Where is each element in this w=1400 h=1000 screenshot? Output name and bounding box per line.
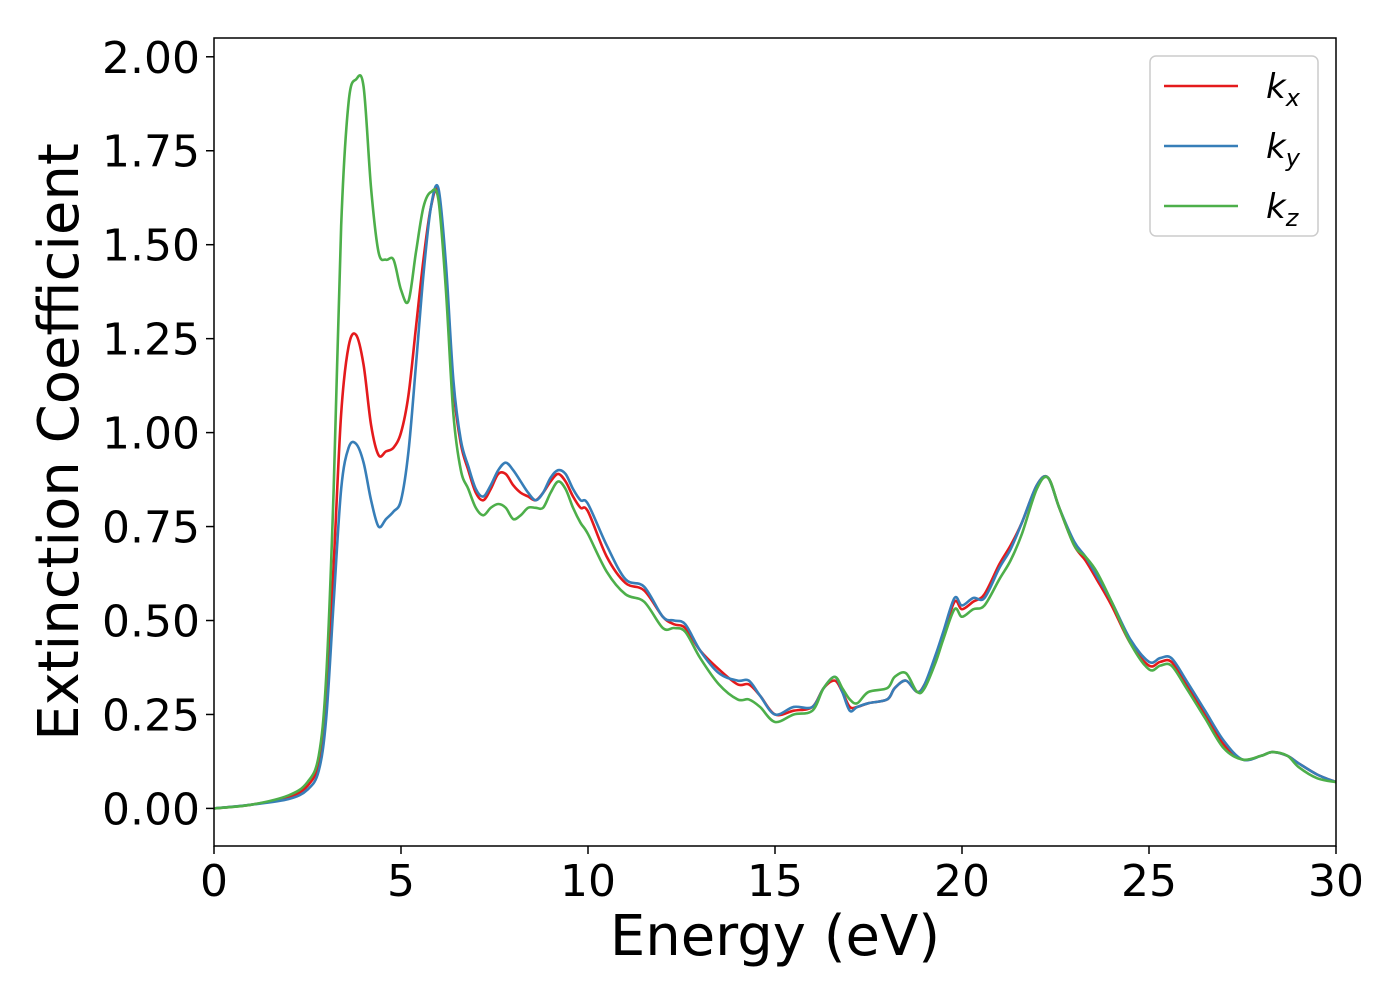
legend-label-subscript: z [1285,204,1300,232]
x-axis: 0 5 10 15 20 25 30 [200,846,1364,907]
x-tick-label: 30 [1308,856,1364,907]
legend-label-z: kz [1266,187,1300,232]
y-tick-label: 2.00 [102,33,200,84]
y-axis-label: Extinction Coefficient [27,143,92,741]
legend-label-x: kx [1266,67,1301,112]
legend-label-subscript: y [1285,144,1301,172]
y-tick-label: 0.00 [102,784,200,835]
y-tick-label: 0.50 [102,597,200,648]
y-tick-label: 0.75 [102,503,200,554]
series-layer [214,74,1336,810]
y-tick-label: 1.50 [102,221,200,272]
legend-label-base: k [1266,127,1287,167]
series-line-y [214,183,1336,810]
x-tick-label: 25 [1121,856,1177,907]
legend-label-base: k [1266,187,1287,227]
legend-label-y: ky [1266,127,1301,172]
x-tick-label: 15 [747,856,803,907]
y-tick-label: 1.00 [102,409,200,460]
x-axis-label: Energy (eV) [610,904,940,969]
y-tick-label: 1.25 [102,315,200,366]
x-tick-label: 5 [387,856,415,907]
x-tick-label: 20 [934,856,990,907]
series-line-z [214,74,1336,810]
y-tick-label: 0.25 [102,690,200,741]
x-tick-label: 10 [560,856,616,907]
legend-label-subscript: x [1285,84,1301,112]
y-tick-label: 1.75 [102,127,200,178]
y-axis: 0.00 0.25 0.50 0.75 1.00 1.25 1.50 1.75 2.00 [102,33,214,835]
x-tick-label: 0 [200,856,228,907]
legend-label-base: k [1266,67,1287,107]
